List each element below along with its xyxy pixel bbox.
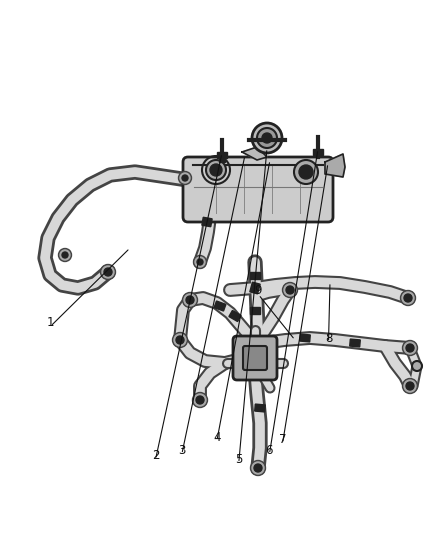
FancyBboxPatch shape bbox=[243, 346, 267, 370]
Bar bbox=[219, 158, 225, 162]
Text: 2: 2 bbox=[152, 449, 159, 462]
Circle shape bbox=[252, 123, 282, 153]
Circle shape bbox=[404, 342, 416, 354]
Circle shape bbox=[194, 394, 206, 406]
Bar bbox=[250, 271, 260, 279]
Circle shape bbox=[183, 293, 198, 308]
Polygon shape bbox=[325, 154, 345, 177]
Circle shape bbox=[299, 165, 313, 179]
Circle shape bbox=[262, 133, 272, 143]
Circle shape bbox=[60, 250, 70, 260]
Circle shape bbox=[173, 333, 187, 348]
Circle shape bbox=[294, 160, 318, 184]
Circle shape bbox=[102, 266, 114, 278]
FancyBboxPatch shape bbox=[183, 157, 333, 222]
Bar bbox=[229, 310, 241, 321]
Circle shape bbox=[100, 264, 116, 279]
Text: 7: 7 bbox=[279, 433, 286, 446]
Text: 8: 8 bbox=[325, 332, 332, 345]
Circle shape bbox=[180, 173, 190, 183]
Bar bbox=[255, 404, 265, 412]
Circle shape bbox=[254, 464, 262, 472]
Circle shape bbox=[404, 294, 412, 302]
Circle shape bbox=[192, 392, 208, 408]
Circle shape bbox=[196, 396, 204, 404]
Circle shape bbox=[195, 257, 205, 267]
Text: 4: 4 bbox=[213, 431, 221, 443]
Circle shape bbox=[194, 255, 206, 269]
Circle shape bbox=[400, 290, 416, 305]
Polygon shape bbox=[242, 147, 267, 160]
Circle shape bbox=[403, 378, 417, 393]
Text: 3: 3 bbox=[178, 444, 185, 457]
Bar bbox=[250, 306, 260, 313]
Text: 1: 1 bbox=[46, 316, 54, 329]
Circle shape bbox=[284, 284, 296, 296]
Circle shape bbox=[184, 294, 196, 306]
Circle shape bbox=[406, 382, 414, 390]
Circle shape bbox=[283, 282, 297, 297]
Circle shape bbox=[186, 296, 194, 304]
Circle shape bbox=[412, 361, 422, 371]
Text: 9: 9 bbox=[254, 284, 262, 297]
Circle shape bbox=[404, 380, 416, 392]
Circle shape bbox=[251, 461, 265, 475]
Circle shape bbox=[257, 128, 277, 148]
Circle shape bbox=[210, 164, 222, 176]
Circle shape bbox=[174, 334, 186, 346]
Bar bbox=[350, 339, 360, 347]
Bar bbox=[313, 149, 323, 155]
Bar bbox=[214, 301, 226, 311]
Text: 5: 5 bbox=[235, 453, 242, 466]
Circle shape bbox=[182, 175, 188, 181]
Circle shape bbox=[59, 248, 71, 262]
Circle shape bbox=[402, 292, 414, 304]
Circle shape bbox=[197, 259, 203, 265]
Circle shape bbox=[179, 172, 191, 184]
Circle shape bbox=[176, 336, 184, 344]
Circle shape bbox=[286, 286, 294, 294]
Circle shape bbox=[403, 341, 417, 356]
Bar bbox=[202, 217, 212, 227]
Bar bbox=[250, 282, 260, 294]
Circle shape bbox=[104, 268, 112, 276]
Bar bbox=[300, 334, 310, 342]
Bar bbox=[217, 152, 227, 158]
FancyBboxPatch shape bbox=[233, 336, 277, 380]
Circle shape bbox=[206, 160, 226, 180]
Circle shape bbox=[62, 252, 68, 258]
Circle shape bbox=[406, 344, 414, 352]
Circle shape bbox=[252, 462, 264, 474]
Text: 6: 6 bbox=[265, 444, 273, 457]
